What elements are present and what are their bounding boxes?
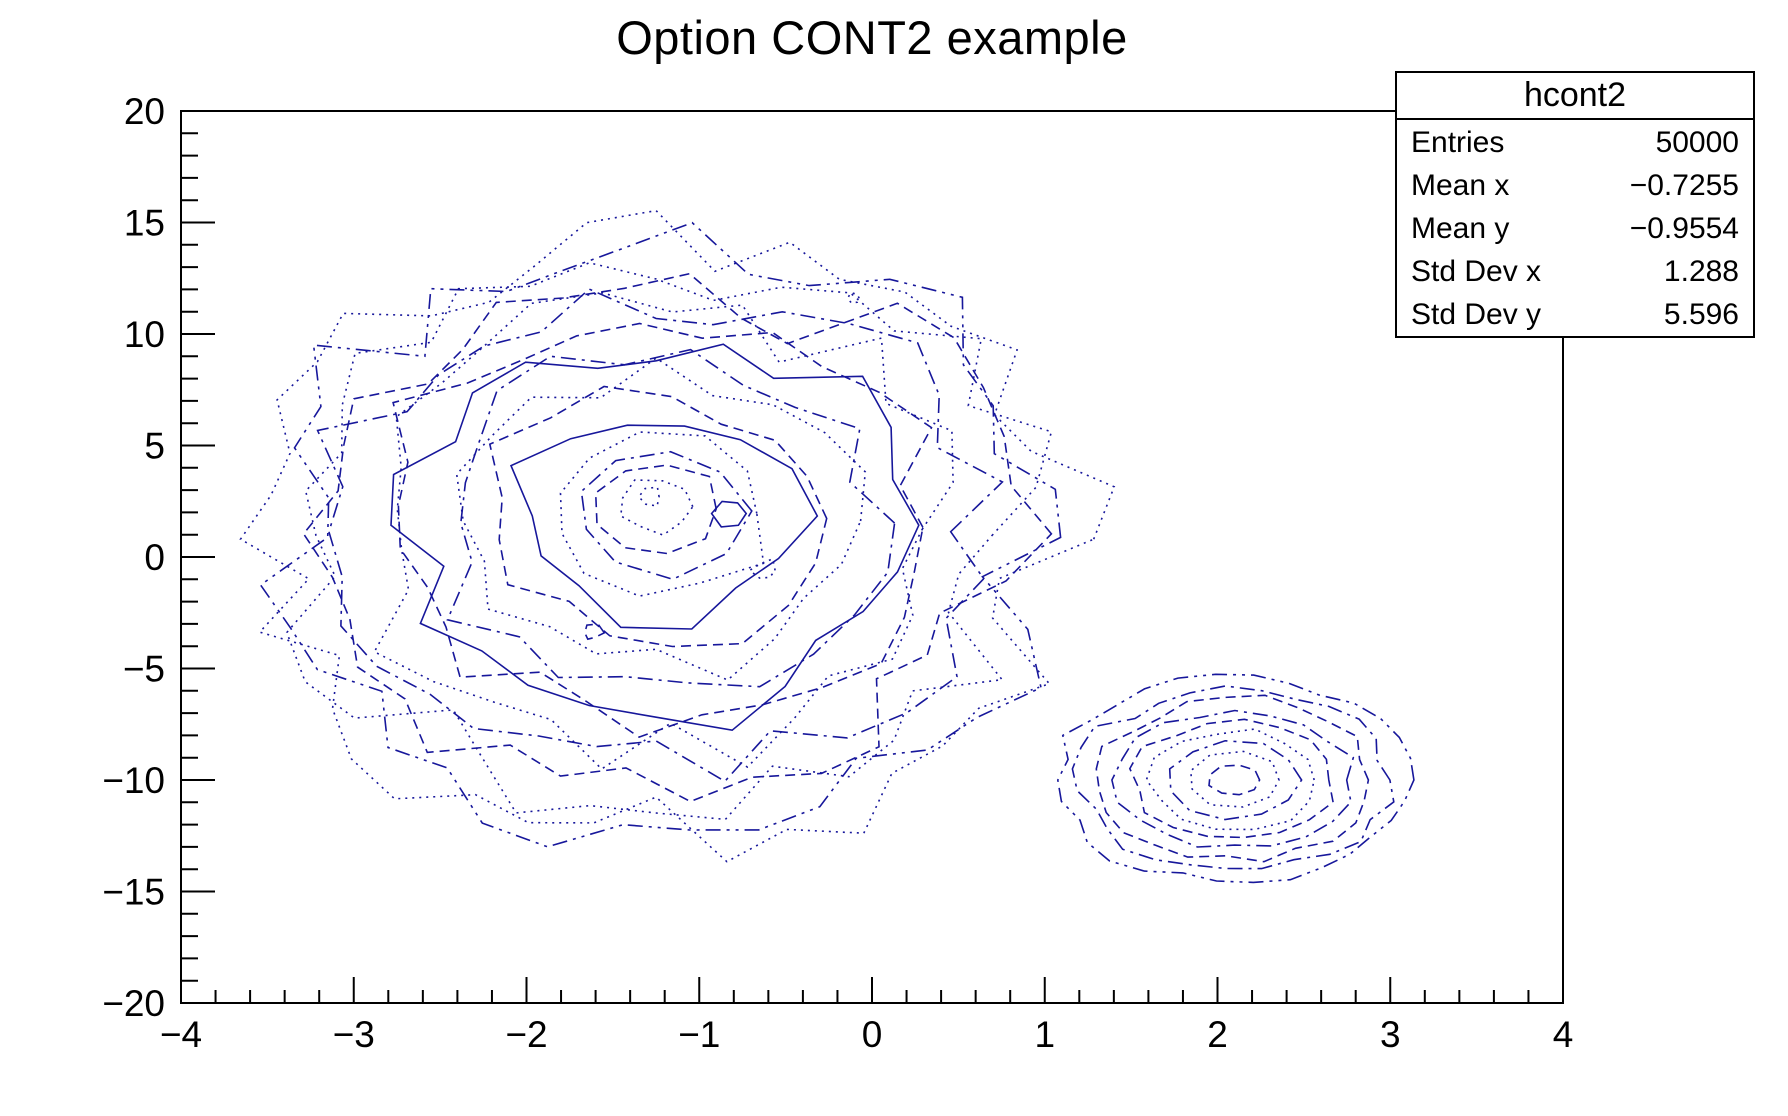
contour-line	[1071, 685, 1395, 870]
contour-line	[488, 385, 828, 648]
contour-line	[559, 431, 765, 597]
stats-label: Entries	[1411, 126, 1505, 160]
x-axis-tick-label: −2	[505, 1014, 547, 1055]
y-axis-tick-label: 15	[124, 203, 165, 244]
x-axis-tick-label: 2	[1207, 1014, 1228, 1055]
contour-line	[285, 261, 1053, 821]
y-axis-tick-label: −15	[102, 872, 165, 913]
stats-box-rows: Entries 50000 Mean x −0.7255 Mean y −0.9…	[1397, 120, 1753, 338]
x-axis-tick-label: −1	[678, 1014, 720, 1055]
contour-island	[846, 291, 861, 304]
stats-value: −0.7255	[1629, 169, 1739, 203]
y-axis-tick-label: 20	[124, 91, 165, 132]
stats-row: Std Dev x 1.288	[1397, 255, 1753, 289]
y-axis-tick-label: 5	[144, 426, 165, 467]
contour-line	[1128, 718, 1334, 839]
plot-frame	[180, 110, 1564, 1004]
contour-line	[1056, 673, 1415, 884]
y-axis-tick-label: −10	[102, 760, 165, 801]
y-axis-tick-label: 10	[124, 314, 165, 355]
x-axis-tick-label: 3	[1380, 1014, 1401, 1055]
stats-label: Mean y	[1411, 211, 1510, 245]
contour-line	[1111, 709, 1355, 848]
stats-box: hcont2 Entries 50000 Mean x −0.7255 Mean…	[1395, 71, 1755, 338]
x-axis-tick-label: −3	[333, 1014, 375, 1055]
contour-line	[509, 424, 819, 630]
contour-line	[1145, 728, 1316, 831]
stats-value: 1.288	[1663, 254, 1739, 288]
stats-label: Std Dev y	[1411, 297, 1542, 331]
stats-value: −0.9554	[1629, 211, 1739, 245]
contour-island	[710, 500, 748, 528]
stats-row: Mean x −0.7255	[1397, 169, 1753, 203]
contour-line	[302, 272, 1053, 803]
y-axis-tick-label: −5	[123, 649, 165, 690]
contour-line	[455, 357, 867, 681]
contour-line	[373, 292, 954, 771]
y-axis-tick-label: 0	[144, 537, 165, 578]
y-axis-tick-label: −20	[102, 983, 165, 1024]
stats-label: Std Dev x	[1411, 254, 1542, 288]
x-axis-tick-label: −4	[160, 1014, 202, 1055]
contour-island	[583, 623, 606, 641]
contour-line	[619, 479, 694, 536]
contour-line	[446, 348, 896, 688]
stats-value: 5.596	[1663, 297, 1739, 331]
x-axis-tick-label: 1	[1034, 1014, 1055, 1055]
stats-box-title: hcont2	[1397, 73, 1753, 120]
contour-line	[1208, 764, 1261, 796]
contour-line	[259, 221, 1062, 848]
stats-row: Entries 50000	[1397, 126, 1753, 160]
stats-label: Mean x	[1411, 169, 1510, 203]
x-axis-tick-label: 0	[862, 1014, 883, 1055]
contour-line	[1095, 694, 1370, 863]
contour-line	[580, 450, 753, 581]
contour-line	[392, 322, 933, 738]
contours-layer	[239, 209, 1415, 884]
contour-line	[390, 343, 920, 732]
contour-line	[594, 464, 718, 555]
stats-row: Mean y −0.9554	[1397, 212, 1753, 246]
contour-island	[637, 486, 660, 507]
x-axis-tick-label: 4	[1553, 1014, 1574, 1055]
contour-line	[316, 288, 1004, 783]
stats-value: 50000	[1655, 126, 1739, 160]
contour-line	[1168, 739, 1303, 821]
stats-row: Std Dev y 5.596	[1397, 298, 1753, 332]
contour-line	[1189, 750, 1280, 808]
chart-title: Option CONT2 example	[616, 11, 1128, 64]
contour-line	[239, 209, 1116, 863]
